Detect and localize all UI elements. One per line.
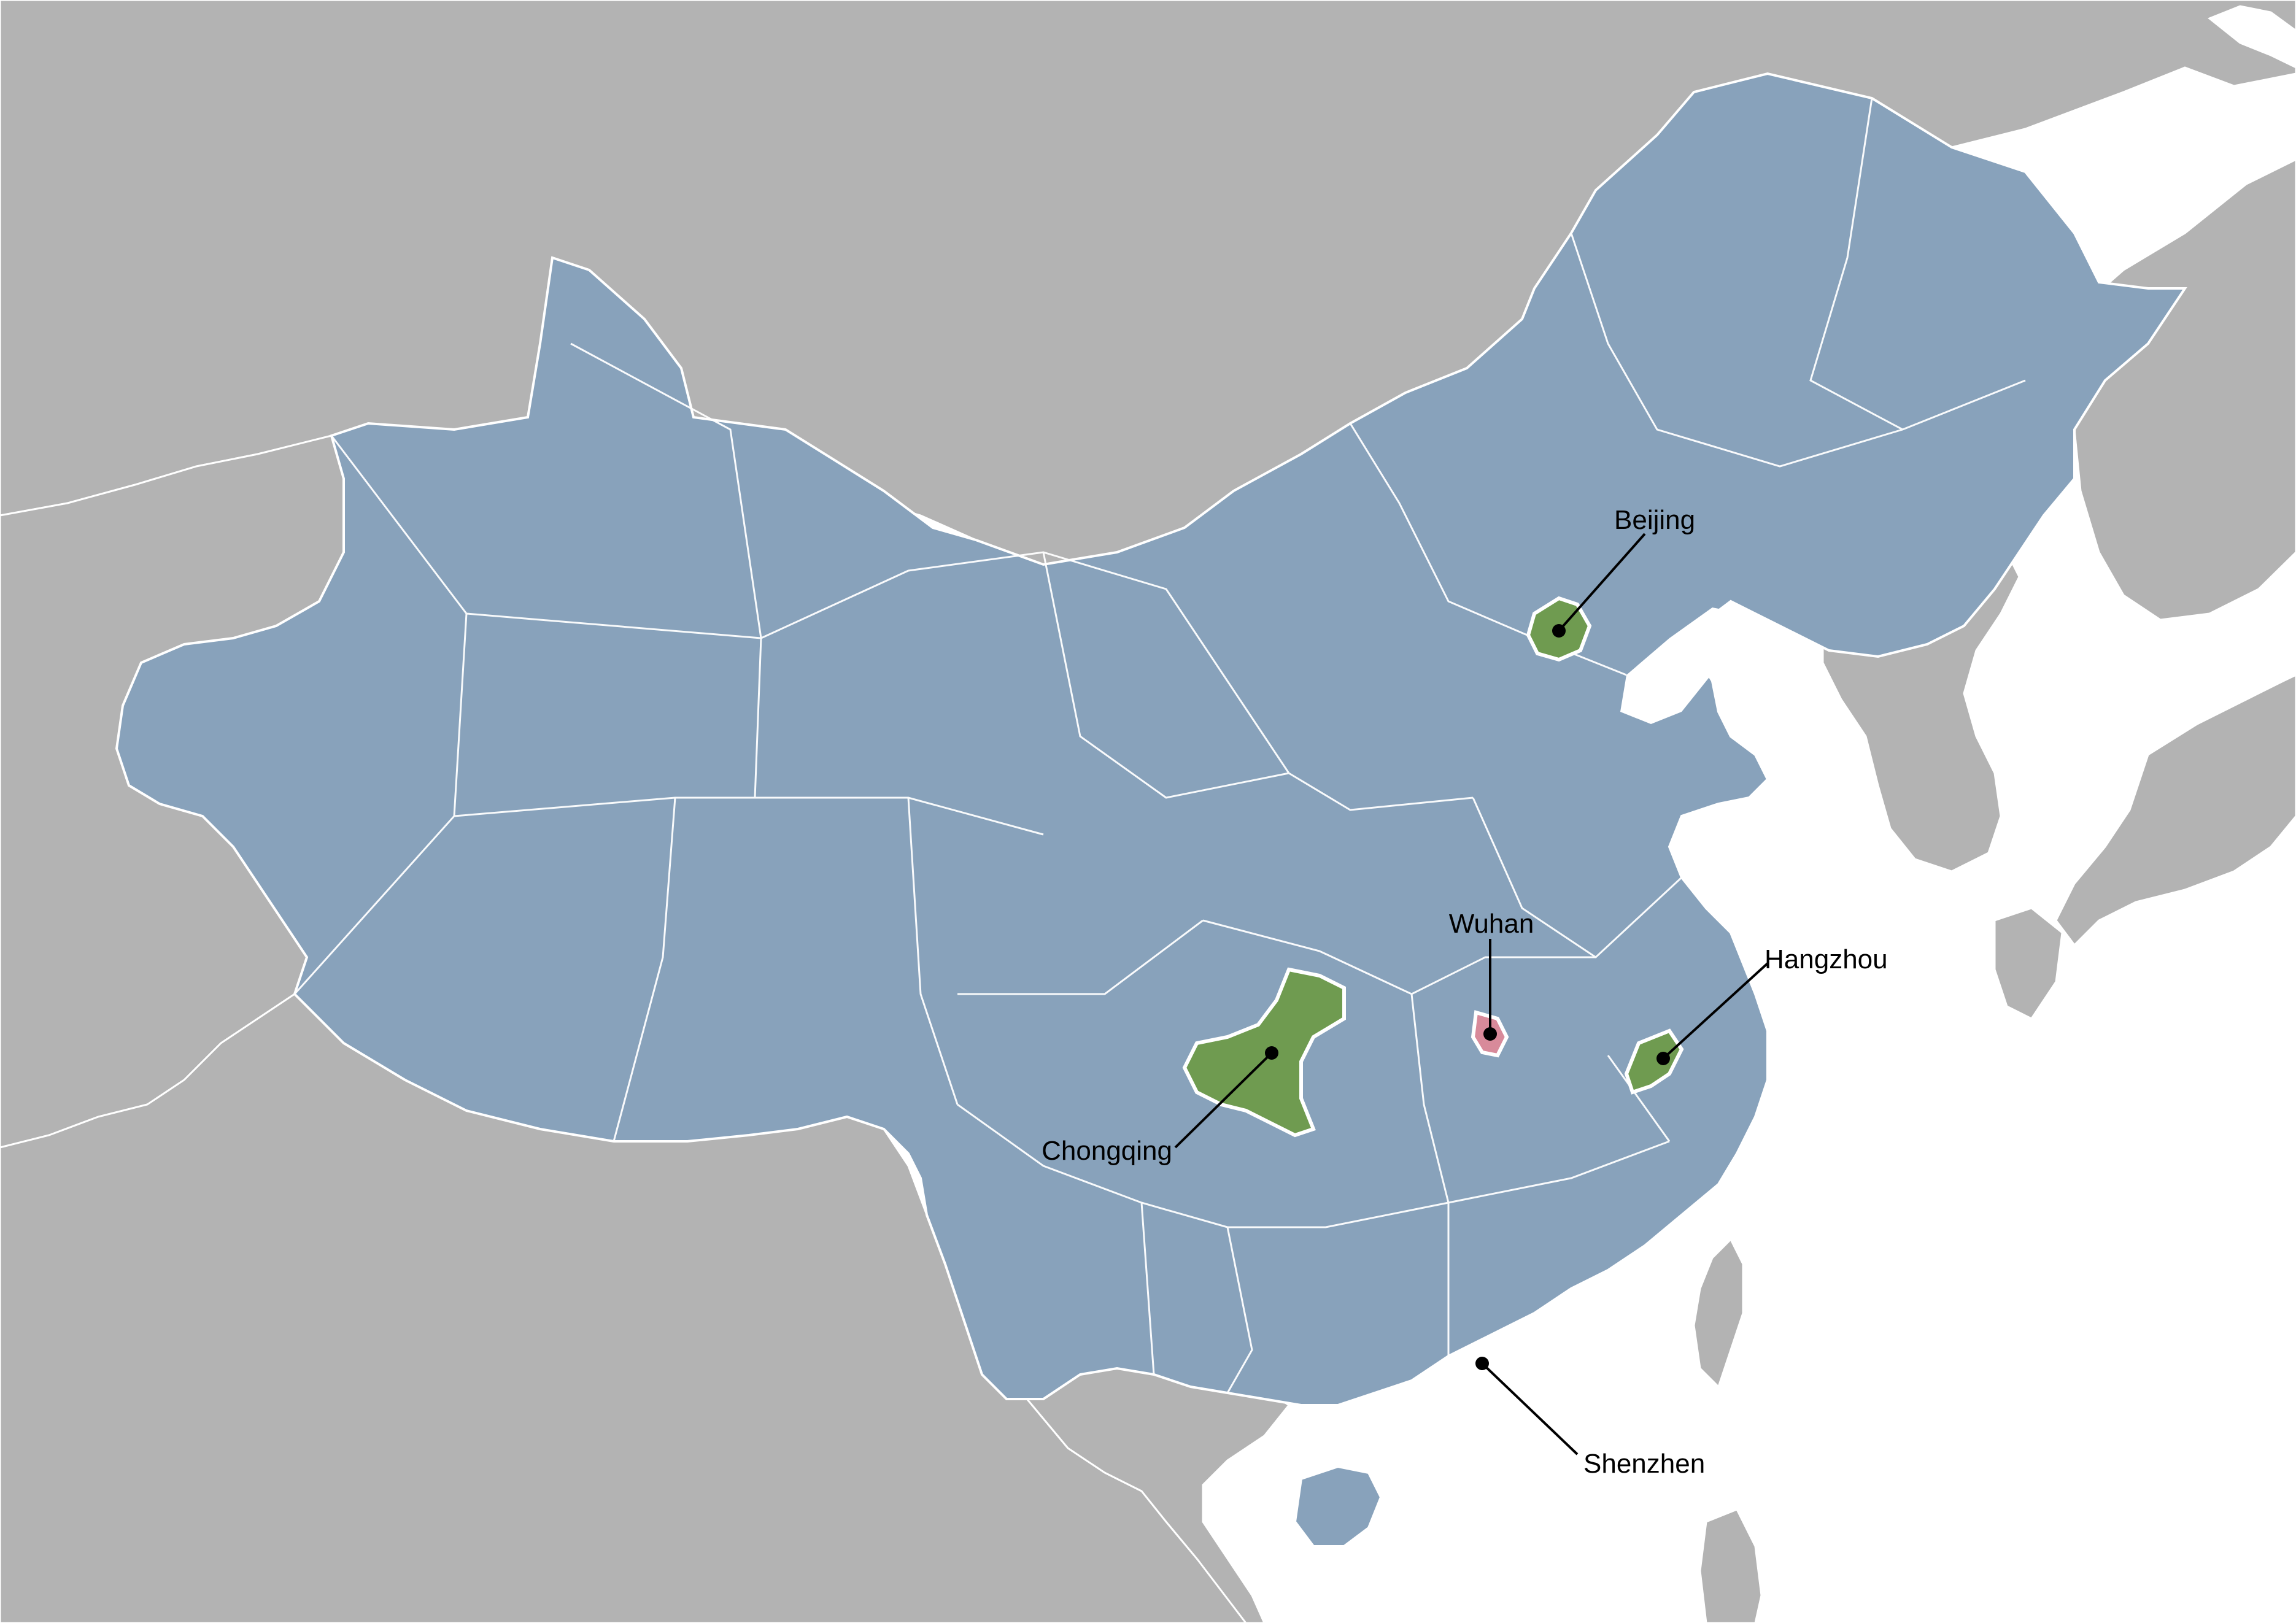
hainan-island [1293, 1465, 1383, 1548]
shenzhen-label: Shenzhen [1583, 1449, 1705, 1479]
chongqing-pin [1265, 1046, 1278, 1060]
hangzhou-area [1624, 1028, 1684, 1095]
chongqing-label: Chongqing [1042, 1136, 1172, 1166]
city-labels: Beijing Wuhan Hangzhou Chongqing Shenzhen [1042, 505, 1887, 1479]
hangzhou-pin [1656, 1052, 1670, 1065]
shenzhen-pin [1475, 1357, 1489, 1370]
wuhan-label: Wuhan [1449, 909, 1534, 939]
chongqing-leader-line [1174, 1052, 1273, 1149]
bohai-sea [1620, 607, 1743, 724]
shenzhen-leader-line [1481, 1362, 1579, 1455]
chongqing-area [1182, 967, 1346, 1138]
wuhan-pin [1483, 1027, 1497, 1041]
beijing-label: Beijing [1614, 505, 1695, 535]
hangzhou-label: Hangzhou [1765, 944, 1888, 974]
beijing-leader-line [1558, 533, 1646, 632]
hangzhou-leader-line [1662, 962, 1769, 1060]
beijing-pin [1552, 624, 1566, 638]
